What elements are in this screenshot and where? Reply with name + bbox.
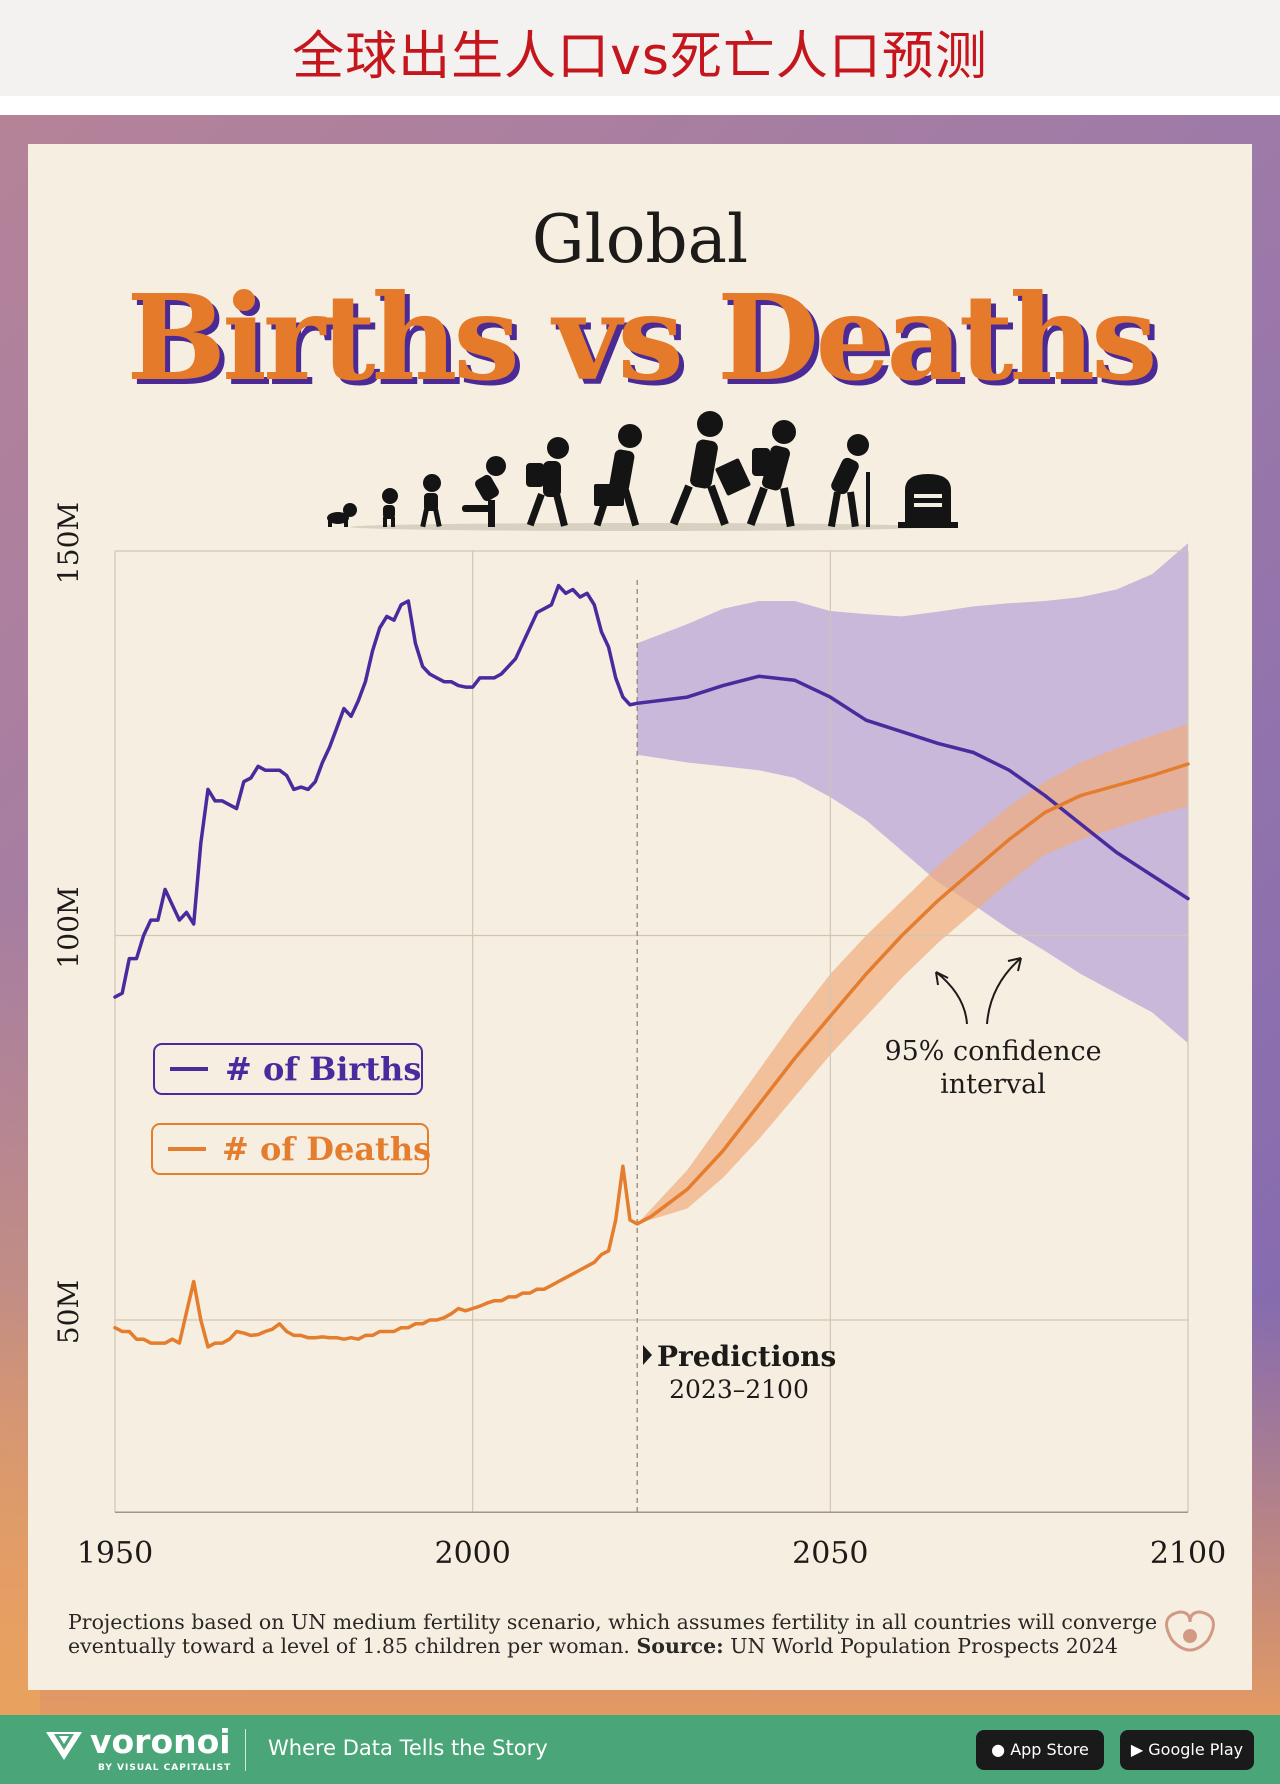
google-play-icon: ▶	[1130, 1740, 1149, 1759]
predictions-range: 2023–2100	[669, 1375, 809, 1404]
grid-layer	[114, 550, 1189, 1513]
legend-births-label: # of Births	[225, 1050, 421, 1088]
ci-arrow-left	[935, 971, 968, 1025]
confidence-band-births	[637, 543, 1188, 1044]
student-backpack-icon	[526, 437, 569, 527]
ci-label-line2: interval	[940, 1069, 1046, 1100]
footer-divider	[245, 1729, 246, 1771]
confidence-band-deaths	[637, 724, 1188, 1224]
footnote-source: UN World Population Prospects 2024	[724, 1634, 1118, 1658]
chart-svg: 1950 2000 2050 2100 50M 100M 150M Global Birth…	[52, 201, 1226, 1658]
baby-crawling-icon	[327, 503, 357, 527]
brand-subtitle: BY VISUAL CAPITALIST	[98, 1763, 232, 1773]
series-line-births	[113, 583, 1190, 999]
kid-running-icon	[462, 456, 506, 527]
worker-briefcase-icon	[593, 424, 642, 527]
toddler-icon	[382, 488, 398, 527]
ci-arrow-right	[986, 957, 1022, 1025]
legend-births-box	[153, 1043, 423, 1095]
x-tick-label-2000: 2000	[434, 1536, 510, 1571]
x-tick-label-1950: 1950	[77, 1536, 153, 1571]
footnote-line1: Projections based on UN medium fertility…	[68, 1610, 1157, 1634]
chart-title-line2: Births vs Deaths	[126, 268, 1153, 407]
ci-label-line1: 95% confidence	[884, 1036, 1101, 1067]
app-store-label: App Store	[1010, 1740, 1089, 1759]
footnote-line2-a: eventually toward a level of 1.85 childr…	[68, 1634, 636, 1658]
ci-arrowhead-right	[1007, 957, 1022, 972]
legend-deaths-box	[151, 1123, 429, 1175]
y-tick-label-150: 150M	[52, 502, 85, 584]
elder-cane-icon	[827, 434, 870, 528]
google-play-label: Google Play	[1148, 1740, 1244, 1759]
visual-capitalist-mark-icon	[1165, 1610, 1215, 1652]
legend-deaths-label: # of Deaths	[222, 1130, 431, 1168]
line-layer	[113, 583, 1190, 1349]
x-tick-label-2050: 2050	[792, 1536, 868, 1571]
google-play-button[interactable]: ▶ Google Play	[1120, 1730, 1254, 1770]
life-stage-icons	[327, 411, 958, 531]
ci-arrowhead-left	[935, 971, 949, 986]
confidence-layer	[637, 543, 1188, 1224]
apple-icon: ●	[991, 1740, 1011, 1759]
banner: 全球出生人口vs死亡人口预测	[0, 0, 1280, 96]
footnote-source-label: Source:	[636, 1634, 723, 1658]
gravestone-icon	[898, 474, 958, 528]
elder-backpack-icon	[746, 420, 796, 528]
footer-tagline: Where Data Tells the Story	[268, 1736, 548, 1760]
predictions-label: Predictions	[657, 1340, 836, 1373]
y-tick-label-100: 100M	[52, 886, 85, 968]
footnote-line2: eventually toward a level of 1.85 childr…	[68, 1634, 1118, 1658]
adult-walking-icon	[669, 411, 751, 526]
app-store-button[interactable]: ● App Store	[976, 1730, 1104, 1770]
predictions-marker-icon	[643, 1345, 652, 1365]
banner-title: 全球出生人口vs死亡人口预测	[292, 27, 988, 87]
chart-title-line1: Global	[532, 201, 748, 278]
chart-title-shadow: Births vs Deaths	[131, 273, 1158, 412]
tick-layer: 1950 2000 2050 2100 50M 100M 150M	[52, 502, 1226, 1571]
child-icon	[420, 474, 442, 528]
brand-name[interactable]: voronoi	[90, 1722, 231, 1761]
voronoi-logo-icon	[46, 1732, 82, 1760]
x-tick-label-2100: 2100	[1150, 1536, 1226, 1571]
series-line-deaths	[113, 762, 1190, 1349]
y-tick-label-50: 50M	[52, 1280, 85, 1344]
